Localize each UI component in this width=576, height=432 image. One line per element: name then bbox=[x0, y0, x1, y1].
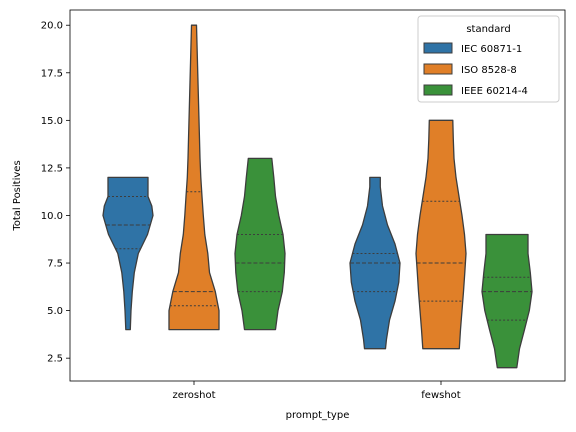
x-axis-label: prompt_type bbox=[286, 410, 350, 421]
legend-entry-label: IEEE 60214-4 bbox=[461, 86, 528, 97]
legend-swatch bbox=[423, 42, 453, 54]
y-tick-label: 12.5 bbox=[41, 163, 63, 174]
y-tick-label: 20.0 bbox=[41, 21, 63, 32]
y-tick-label: 5.0 bbox=[47, 306, 63, 317]
violin-zeroshot-2 bbox=[234, 157, 286, 331]
legend-swatch bbox=[423, 84, 453, 96]
y-tick-label: 7.5 bbox=[47, 259, 63, 270]
legend-title: standard bbox=[466, 24, 510, 35]
violin-zeroshot-1 bbox=[168, 24, 220, 331]
legend-entry-label: IEC 60871-1 bbox=[461, 44, 522, 55]
y-tick-label: 15.0 bbox=[41, 116, 63, 127]
legend-items: IEC 60871-1 ISO 8528-8 IEEE 60214-4 bbox=[423, 42, 528, 97]
axes-layer bbox=[69, 9, 566, 382]
y-tick-label: 2.5 bbox=[47, 354, 63, 365]
violin-fewshot-2 bbox=[481, 233, 533, 369]
plot-area-frame bbox=[69, 9, 566, 382]
legend-frame bbox=[417, 15, 560, 103]
x-tick-label: zeroshot bbox=[173, 390, 216, 401]
y-tick-label: 10.0 bbox=[41, 211, 63, 222]
x-axis-ticks: zeroshot fewshot bbox=[173, 381, 461, 401]
legend-entry-label: ISO 8528-8 bbox=[461, 65, 517, 76]
violin-zeroshot-0 bbox=[102, 176, 154, 331]
legend-swatch bbox=[423, 63, 453, 75]
violin-fewshot-1 bbox=[415, 119, 467, 350]
legend: standard IEC 60871-1 ISO 8528-8 IEEE 60214… bbox=[417, 15, 560, 103]
x-tick-label: fewshot bbox=[421, 390, 461, 401]
violins-layer bbox=[102, 24, 533, 369]
y-axis-ticks: 2.5 5.0 7.5 10.0 12.5 15.0 17.5 20.0 bbox=[41, 21, 70, 365]
y-tick-label: 17.5 bbox=[41, 68, 63, 79]
y-axis-label: Total Positives bbox=[12, 160, 23, 231]
